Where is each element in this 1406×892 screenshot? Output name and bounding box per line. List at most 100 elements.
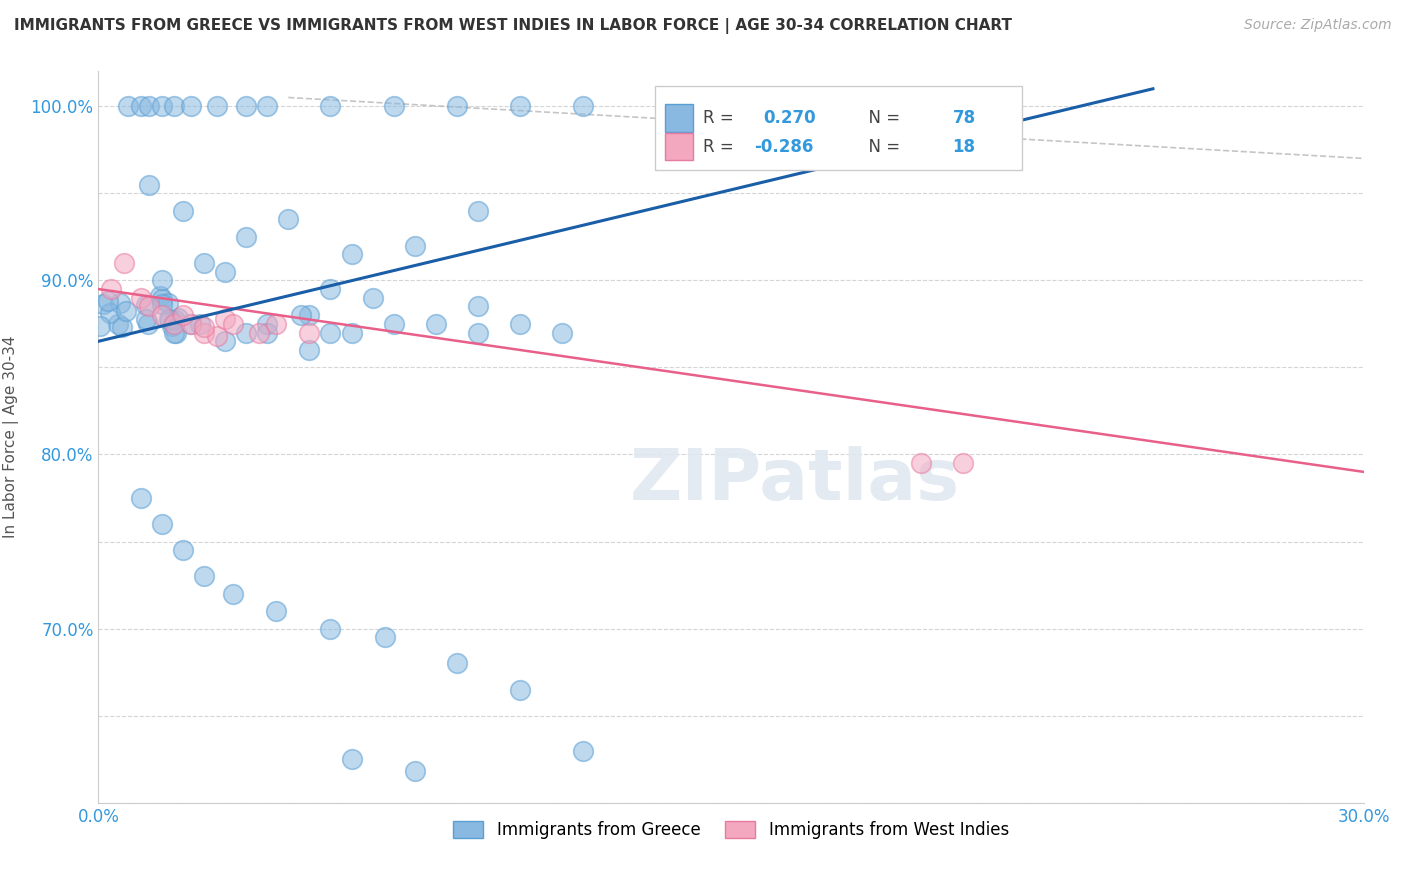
Point: [319, 282, 342, 296]
Point: [135, 311, 157, 326]
Point: [235, 99, 257, 113]
Point: [264, 604, 287, 618]
Point: [952, 456, 974, 470]
Point: [222, 317, 245, 331]
Point: [298, 308, 321, 322]
Point: [277, 212, 299, 227]
Point: [107, 318, 129, 332]
Point: [89, 319, 111, 334]
Point: [138, 300, 160, 314]
Point: [319, 622, 342, 636]
Point: [193, 256, 215, 270]
Point: [205, 329, 228, 343]
Point: [222, 587, 245, 601]
Point: [425, 317, 447, 331]
Point: [138, 317, 160, 331]
Point: [193, 326, 215, 340]
Point: [509, 682, 531, 697]
Legend: Immigrants from Greece, Immigrants from West Indies: Immigrants from Greece, Immigrants from …: [447, 814, 1015, 846]
Point: [138, 99, 160, 113]
Point: [112, 256, 135, 270]
Point: [160, 318, 183, 333]
Point: [193, 320, 215, 334]
Point: [129, 491, 152, 505]
Point: [114, 304, 136, 318]
Point: [382, 99, 405, 113]
Point: [172, 203, 194, 218]
Point: [214, 311, 236, 326]
Point: [111, 319, 134, 334]
Point: [404, 238, 426, 252]
Text: -0.286: -0.286: [754, 137, 813, 155]
Point: [129, 291, 152, 305]
Point: [150, 99, 173, 113]
Y-axis label: In Labor Force | Age 30-34: In Labor Force | Age 30-34: [3, 335, 20, 539]
Point: [150, 308, 173, 322]
Point: [247, 326, 270, 340]
Point: [129, 99, 152, 113]
Point: [159, 313, 181, 327]
Point: [135, 298, 157, 312]
Point: [165, 326, 187, 341]
Point: [150, 292, 173, 306]
Point: [340, 247, 363, 261]
Point: [256, 99, 278, 113]
Point: [163, 99, 186, 113]
Point: [264, 317, 287, 331]
FancyBboxPatch shape: [665, 133, 693, 161]
Text: N =: N =: [858, 137, 905, 155]
Point: [193, 569, 215, 583]
Point: [100, 282, 122, 296]
Point: [374, 631, 396, 645]
Point: [163, 326, 186, 340]
Point: [446, 99, 468, 113]
Point: [157, 311, 180, 326]
Point: [91, 297, 114, 311]
Point: [214, 334, 236, 349]
Point: [235, 229, 257, 244]
Point: [340, 752, 363, 766]
Point: [319, 326, 342, 340]
Point: [117, 99, 139, 113]
Point: [235, 326, 257, 340]
Point: [910, 456, 932, 470]
Text: N =: N =: [858, 109, 905, 127]
Point: [172, 543, 194, 558]
Point: [188, 317, 211, 331]
Point: [467, 300, 489, 314]
Text: IMMIGRANTS FROM GREECE VS IMMIGRANTS FROM WEST INDIES IN LABOR FORCE | AGE 30-34: IMMIGRANTS FROM GREECE VS IMMIGRANTS FRO…: [14, 18, 1012, 34]
Point: [157, 296, 180, 310]
Point: [551, 326, 574, 340]
Point: [163, 317, 186, 331]
Point: [340, 326, 363, 340]
Point: [98, 306, 121, 320]
Point: [172, 308, 194, 322]
Point: [361, 291, 384, 305]
Point: [205, 99, 228, 113]
Point: [180, 317, 202, 331]
FancyBboxPatch shape: [655, 86, 1022, 170]
Text: Source: ZipAtlas.com: Source: ZipAtlas.com: [1244, 18, 1392, 32]
Point: [166, 310, 188, 325]
Point: [509, 317, 531, 331]
Point: [150, 273, 173, 287]
Point: [298, 343, 321, 357]
Point: [180, 99, 202, 113]
Point: [150, 297, 173, 311]
Point: [467, 203, 489, 218]
Point: [404, 764, 426, 779]
Point: [180, 317, 202, 331]
Text: 0.270: 0.270: [762, 109, 815, 127]
Point: [165, 313, 187, 327]
Point: [256, 317, 278, 331]
Text: 18: 18: [953, 137, 976, 155]
Point: [467, 326, 489, 340]
Point: [509, 99, 531, 113]
Text: 78: 78: [953, 109, 976, 127]
Point: [572, 99, 595, 113]
Point: [572, 743, 595, 757]
Text: R =: R =: [703, 109, 740, 127]
Text: ZIPatlas: ZIPatlas: [630, 447, 959, 516]
Point: [298, 326, 321, 340]
FancyBboxPatch shape: [665, 104, 693, 132]
